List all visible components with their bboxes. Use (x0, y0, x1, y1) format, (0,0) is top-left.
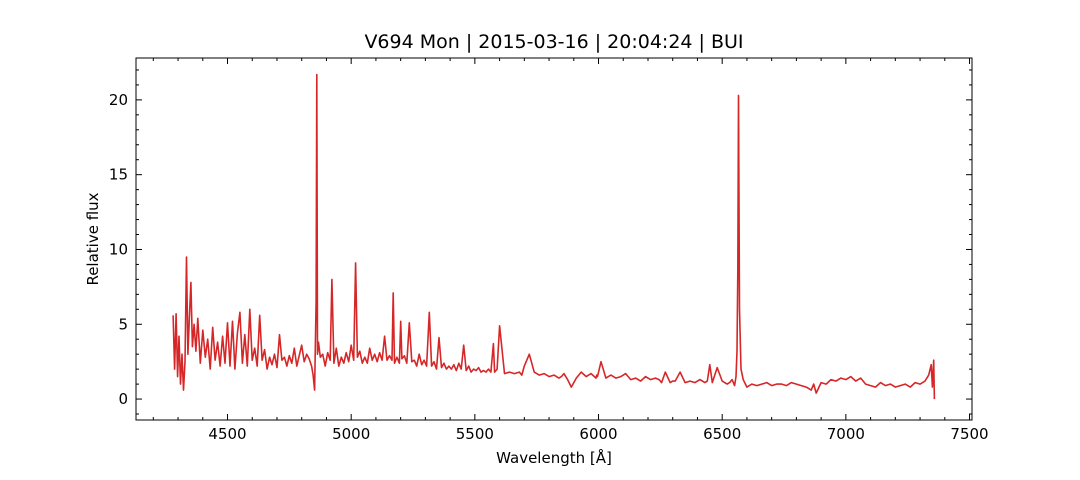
y-tick-label: 5 (118, 315, 128, 333)
y-tick-label: 15 (109, 166, 128, 184)
x-tick-label: 7500 (950, 425, 988, 443)
y-tick-label: 0 (118, 390, 128, 408)
x-tick-label: 5500 (456, 425, 494, 443)
y-tick-label: 20 (109, 91, 128, 109)
y-axis-label: Relative flux (84, 192, 102, 285)
plot-area (172, 73, 936, 400)
y-tick-label: 10 (109, 240, 128, 258)
x-axis-label: Wavelength [Å] (496, 448, 612, 467)
chart-title: V694 Mon | 2015-03-16 | 20:04:24 | BUI (364, 31, 743, 53)
spectrum-line-0 (172, 73, 936, 400)
x-tick-label: 7000 (827, 425, 865, 443)
x-tick-label: 4500 (208, 425, 246, 443)
axis-ticks: 4500 5000 5500 6000 6500 7000 7500 0 5 10 15 20 (109, 58, 989, 443)
x-tick-label: 6000 (579, 425, 617, 443)
x-tick-label: 6500 (703, 425, 741, 443)
x-tick-label: 5000 (332, 425, 370, 443)
plot-frame (135, 57, 973, 421)
